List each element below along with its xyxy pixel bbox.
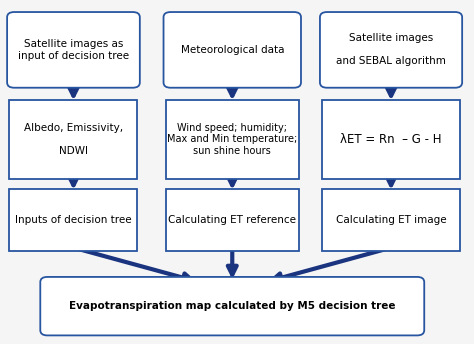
Text: Satellite images

and SEBAL algorithm: Satellite images and SEBAL algorithm xyxy=(336,33,446,66)
Text: λET = Rn  – G - H: λET = Rn – G - H xyxy=(340,133,442,146)
Text: Inputs of decision tree: Inputs of decision tree xyxy=(15,215,132,225)
FancyBboxPatch shape xyxy=(322,100,460,179)
Text: Wind speed; humidity;
Max and Min temperature;
sun shine hours: Wind speed; humidity; Max and Min temper… xyxy=(167,123,297,156)
FancyBboxPatch shape xyxy=(320,12,462,88)
Text: Albedo, Emissivity,

NDWI: Albedo, Emissivity, NDWI xyxy=(24,123,123,156)
Text: Calculating ET reference: Calculating ET reference xyxy=(168,215,296,225)
FancyBboxPatch shape xyxy=(166,100,299,179)
FancyBboxPatch shape xyxy=(9,100,137,179)
Text: Evapotranspiration map calculated by M5 decision tree: Evapotranspiration map calculated by M5 … xyxy=(69,301,395,311)
FancyBboxPatch shape xyxy=(40,277,424,335)
Text: Satellite images as
input of decision tree: Satellite images as input of decision tr… xyxy=(18,39,129,61)
FancyBboxPatch shape xyxy=(322,189,460,251)
FancyBboxPatch shape xyxy=(166,189,299,251)
FancyBboxPatch shape xyxy=(9,189,137,251)
FancyBboxPatch shape xyxy=(164,12,301,88)
Text: Calculating ET image: Calculating ET image xyxy=(336,215,447,225)
FancyBboxPatch shape xyxy=(7,12,140,88)
Text: Meteorological data: Meteorological data xyxy=(181,45,284,55)
